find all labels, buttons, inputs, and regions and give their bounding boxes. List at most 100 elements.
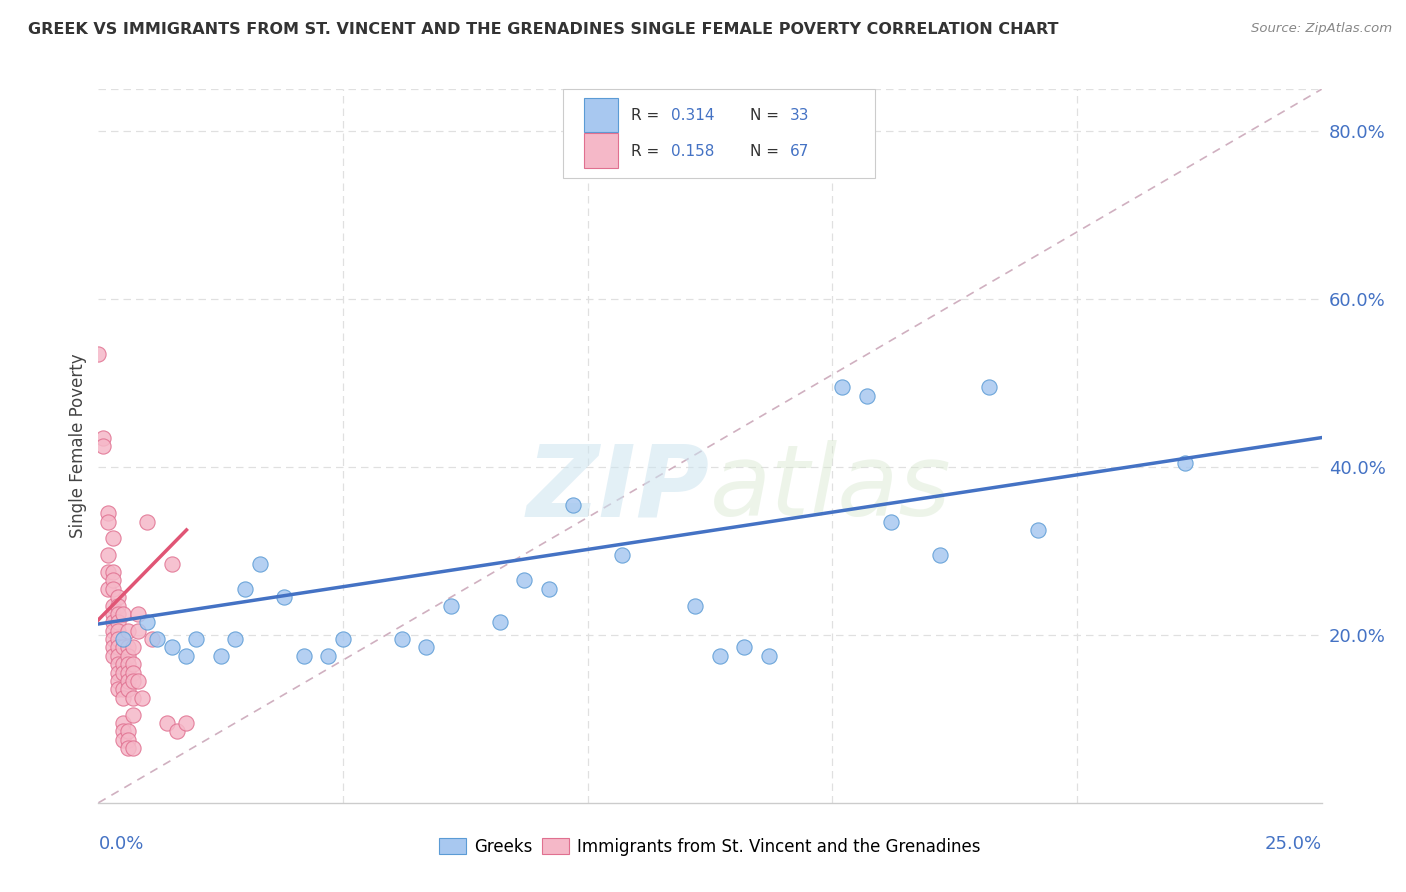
Point (929, 548, 952, 562)
Point (117, 624, 139, 638)
Point (733, 640, 755, 655)
Point (415, 640, 437, 655)
Point (107, 682, 129, 697)
Point (127, 607, 149, 621)
Point (111, 732, 134, 747)
Point (1026, 523, 1049, 537)
Point (111, 690, 134, 705)
Point (537, 582, 560, 596)
Point (107, 674, 129, 689)
Point (107, 665, 129, 680)
Point (249, 557, 271, 571)
Point (121, 741, 143, 756)
Text: atlas: atlas (710, 441, 952, 537)
Point (97, 565, 120, 579)
Point (209, 648, 232, 663)
Point (101, 624, 124, 638)
Point (610, 548, 633, 562)
Point (166, 724, 188, 739)
Text: N =: N = (751, 144, 785, 159)
Point (91, 439, 114, 453)
Point (318, 648, 340, 663)
Point (121, 665, 143, 680)
Point (107, 615, 129, 630)
Point (97, 515, 120, 529)
Point (107, 640, 129, 655)
FancyBboxPatch shape (583, 98, 619, 132)
Point (136, 615, 159, 630)
Point (117, 640, 139, 655)
Point (107, 657, 129, 672)
Point (111, 632, 134, 646)
Point (332, 632, 354, 646)
FancyBboxPatch shape (583, 134, 619, 168)
Point (117, 665, 139, 680)
Point (880, 515, 903, 529)
Point (101, 632, 124, 646)
Point (121, 707, 143, 722)
FancyBboxPatch shape (564, 89, 875, 178)
Point (131, 690, 153, 705)
Point (127, 674, 149, 689)
Point (101, 565, 124, 579)
Point (101, 640, 124, 655)
Point (709, 648, 731, 663)
Point (101, 532, 124, 546)
Point (117, 732, 139, 747)
Point (233, 582, 256, 596)
Point (117, 674, 139, 689)
Point (121, 640, 143, 655)
Point (111, 724, 134, 739)
Point (176, 648, 198, 663)
Point (160, 640, 183, 655)
Point (97, 582, 120, 596)
Point (107, 599, 129, 613)
Point (107, 590, 129, 604)
Point (136, 515, 159, 529)
Text: 33: 33 (790, 108, 808, 123)
Point (87, 346, 110, 360)
Point (127, 624, 149, 638)
Point (176, 716, 198, 731)
Point (101, 615, 124, 630)
Point (685, 599, 707, 613)
Point (977, 380, 1000, 394)
Point (117, 682, 139, 697)
Point (831, 380, 853, 394)
Point (156, 716, 179, 731)
Point (121, 690, 143, 705)
Point (117, 741, 139, 756)
Text: Source: ZipAtlas.com: Source: ZipAtlas.com (1251, 22, 1392, 36)
Point (107, 624, 129, 638)
Point (117, 648, 139, 663)
Text: ZIP: ZIP (527, 441, 710, 537)
Text: R =: R = (630, 144, 664, 159)
Legend: Greeks, Immigrants from St. Vincent and the Grenadines: Greeks, Immigrants from St. Vincent and … (433, 831, 987, 863)
Point (855, 389, 877, 403)
Point (91, 431, 114, 445)
Text: 67: 67 (790, 144, 808, 159)
Point (758, 648, 780, 663)
Point (101, 582, 124, 596)
Point (111, 682, 134, 697)
Text: 25.0%: 25.0% (1264, 835, 1322, 853)
Text: 0.158: 0.158 (671, 144, 714, 159)
Text: 0.0%: 0.0% (98, 835, 143, 853)
Point (107, 648, 129, 663)
Point (101, 607, 124, 621)
Point (101, 648, 124, 663)
Point (1174, 456, 1197, 470)
Point (562, 498, 585, 512)
Text: GREEK VS IMMIGRANTS FROM ST. VINCENT AND THE GRENADINES SINGLE FEMALE POVERTY CO: GREEK VS IMMIGRANTS FROM ST. VINCENT AND… (28, 22, 1059, 37)
Point (224, 632, 246, 646)
Point (117, 657, 139, 672)
Point (111, 657, 134, 672)
Point (97, 548, 120, 562)
Text: 0.314: 0.314 (671, 108, 714, 123)
Point (97, 506, 120, 520)
Point (107, 607, 129, 621)
Point (391, 632, 413, 646)
Point (121, 674, 143, 689)
Point (101, 599, 124, 613)
Point (111, 716, 134, 731)
